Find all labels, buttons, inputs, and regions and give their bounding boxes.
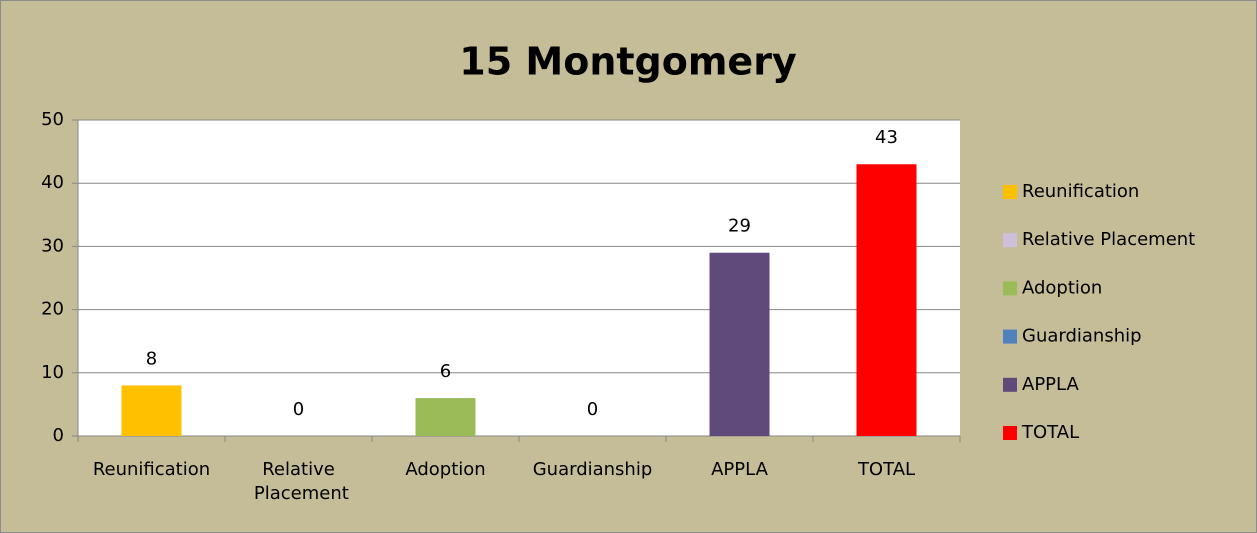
data-label: 0 xyxy=(293,399,304,420)
data-label: 0 xyxy=(587,399,598,420)
legend-swatch xyxy=(1003,426,1017,440)
y-tick-label: 40 xyxy=(41,172,64,193)
y-tick-label: 0 xyxy=(53,425,64,446)
x-tick-label: Reunification xyxy=(93,459,210,480)
x-tick-label: APPLA xyxy=(711,459,768,480)
legend-label: APPLA xyxy=(1022,374,1079,395)
legend-label: Reunification xyxy=(1022,181,1139,202)
chart-title: 15 Montgomery xyxy=(459,40,797,84)
x-tick-label: TOTAL xyxy=(857,459,915,480)
legend-label: Adoption xyxy=(1022,277,1102,298)
legend-swatch xyxy=(1003,233,1017,248)
legend-swatch xyxy=(1003,185,1017,199)
legend-swatch xyxy=(1003,377,1017,392)
bar xyxy=(121,385,182,436)
legend-label: Relative Placement xyxy=(1022,229,1195,250)
data-label: 43 xyxy=(875,127,898,148)
x-tick-label: Guardianship xyxy=(533,459,653,480)
x-tick-label: Adoption xyxy=(405,459,485,480)
plot-area xyxy=(78,120,960,436)
legend-swatch xyxy=(1003,329,1017,344)
x-tick-label: Relative Placement xyxy=(248,459,349,504)
y-tick-label: 50 xyxy=(41,109,64,130)
data-label: 6 xyxy=(440,361,451,382)
y-tick-label: 20 xyxy=(41,299,64,320)
legend-label: TOTAL xyxy=(1021,422,1079,443)
y-tick-label: 30 xyxy=(41,235,64,256)
legend-swatch xyxy=(1003,281,1017,296)
bar xyxy=(709,252,770,436)
bar xyxy=(415,398,476,436)
data-label: 29 xyxy=(728,216,751,237)
bar xyxy=(856,164,917,437)
y-tick-label: 10 xyxy=(41,362,64,383)
legend-label: Guardianship xyxy=(1022,326,1142,347)
data-label: 8 xyxy=(146,348,157,369)
